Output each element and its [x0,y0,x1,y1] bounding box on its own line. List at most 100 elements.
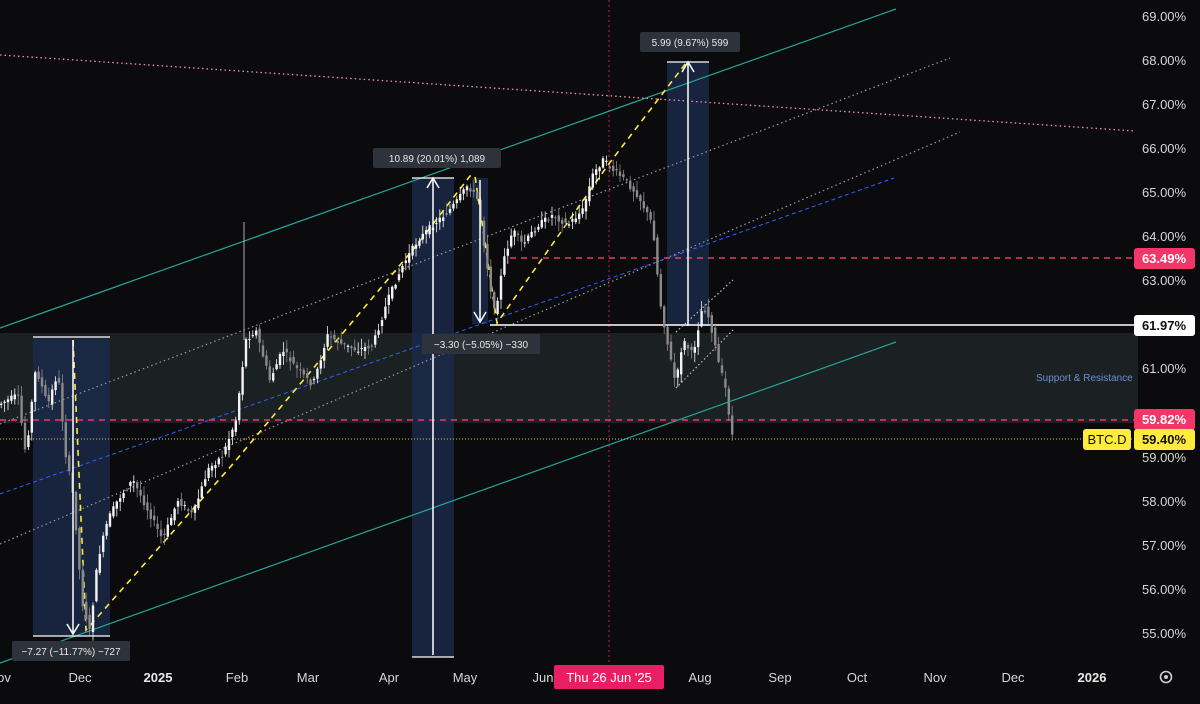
candle [125,487,129,492]
gray-dotted-trend-1[interactable] [0,57,951,425]
time-axis-labels: ov Dec 2025 Feb Mar Apr May Jun Aug Sep Oct Nov Dec 2… [0,670,1106,685]
candle [465,184,469,197]
candle [40,369,44,394]
candle [261,339,265,358]
svg-text:59.40%: 59.40% [1142,432,1187,447]
price-tick-12: 57.00% [1142,538,1187,553]
candle [190,505,193,518]
candle [425,226,428,244]
candle [540,211,543,230]
price-tick-13: 56.00% [1142,582,1187,597]
candle [173,507,176,525]
candle [700,301,703,328]
price-tick-0: 69.00% [1142,9,1187,24]
candle [221,450,224,467]
candle [285,340,288,363]
channel-upper-line[interactable] [0,8,897,329]
candle [649,209,652,224]
measure-label-4: 5.99 (9.67%) 599 [640,32,740,52]
candle [268,360,271,384]
candle [595,164,598,185]
candle [176,498,180,515]
svg-text:−7.27 (−11.77%) −727: −7.27 (−11.77%) −727 [21,647,120,658]
candle [520,230,523,251]
time-label-13: 2026 [1078,670,1107,685]
candle [37,366,40,383]
candle [455,195,458,209]
candle [656,234,659,277]
candle [132,475,135,492]
candle [170,513,173,527]
price-candles[interactable] [0,155,734,641]
candle [119,494,122,512]
svg-text:63.49%: 63.49% [1142,251,1187,266]
candle [10,390,13,404]
support-resistance-zone[interactable] [0,333,1138,423]
candle [414,238,418,257]
candle [710,312,713,342]
candle [217,456,220,468]
candle [659,268,662,310]
candle [391,285,394,302]
price-label-59-82: 59.82% [1134,409,1195,430]
candle [428,221,431,239]
candle [272,367,275,383]
measure-arrow-4[interactable] [667,60,709,326]
candle [136,480,139,498]
candle [156,515,159,537]
candle [717,336,720,364]
candle [663,304,666,335]
candle [697,322,700,356]
channel-lower-line[interactable] [0,341,897,664]
candle [336,338,339,351]
candle [629,176,632,192]
candle [323,343,326,369]
candle [547,217,550,223]
candle [129,480,132,493]
candle [153,505,156,527]
candle [408,244,411,270]
measure-arrow-3[interactable] [473,180,487,324]
candle [554,215,557,226]
measure-arrow-2[interactable] [412,176,454,658]
candle [612,159,615,177]
candle [404,253,407,271]
candle [496,297,499,316]
time-label-9: Sep [768,670,791,685]
support-resistance-label: Support & Resistance [1036,373,1133,384]
time-label-0: ov [0,670,11,685]
candle [54,376,57,396]
candle [486,234,489,277]
candle [255,327,258,339]
candle [561,217,564,232]
candle [204,470,207,488]
red-dotted-trend[interactable] [0,54,1136,132]
measure-label-1: −7.27 (−11.77%) −727 [12,641,130,661]
measure-arrow-1[interactable] [33,336,110,637]
price-label-61-97: 61.97% [1134,315,1195,336]
candle [567,220,571,229]
candle [622,169,625,181]
candle [98,545,101,576]
candle [91,602,95,641]
candle [442,210,445,228]
yellow-dashed-projection[interactable] [72,62,687,633]
candle [469,183,472,198]
candle [23,415,27,453]
candle [193,504,197,521]
wedge-upper[interactable] [675,279,734,333]
measure-label-2: 10.89 (20.01%) 1,089 [373,148,501,168]
candle [377,323,380,339]
wedge-lower[interactable] [675,329,734,389]
svg-text:10.89 (20.01%) 1,089: 10.89 (20.01%) 1,089 [389,154,486,165]
time-label-4: Mar [297,670,320,685]
gear-icon[interactable] [1159,670,1173,684]
candle [244,337,248,369]
candle [625,178,628,184]
candle [306,367,309,384]
candle [340,331,343,346]
svg-text:Thu 26 Jun '25: Thu 26 Jun '25 [566,670,652,685]
candle [295,361,299,378]
